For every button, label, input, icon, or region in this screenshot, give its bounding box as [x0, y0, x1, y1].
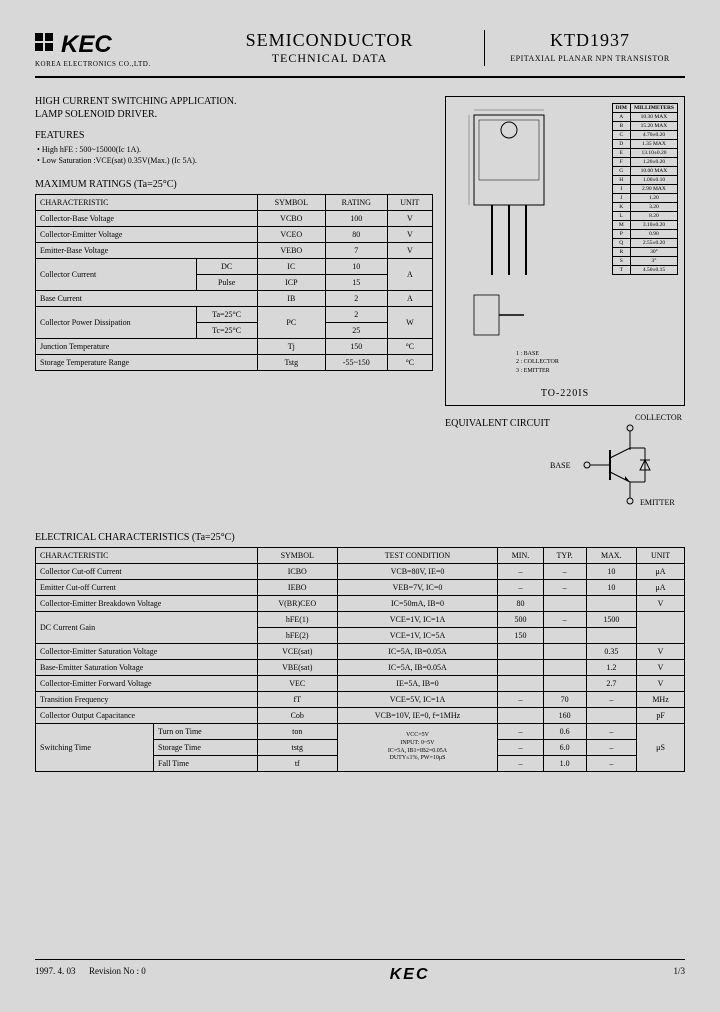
th-characteristic: CHARACTERISTIC: [36, 195, 258, 211]
package-box: DIMMILLIMETERS A10.30 MAXB15.20 MAXC4.70…: [445, 96, 685, 406]
doc-subtitle: TECHNICAL DATA: [185, 51, 474, 66]
th-rating: RATING: [325, 195, 387, 211]
dim-row: R30°: [612, 248, 677, 257]
dim-row: A10.30 MAX: [612, 113, 677, 122]
part-column: KTD1937 EPITAXIAL PLANAR NPN TRANSISTOR: [485, 30, 685, 63]
table-row: Storage Temperature Range Tstg -55~150 °…: [36, 355, 433, 371]
title-column: SEMICONDUCTOR TECHNICAL DATA: [175, 30, 485, 66]
dim-row: T4.50±0.15: [612, 266, 677, 275]
th-unit: UNIT: [387, 195, 432, 211]
dim-row: K3.20: [612, 203, 677, 212]
table-row: Collector-Emitter Saturation Voltage VCE…: [36, 644, 685, 660]
features-list: High hFE : 500~15000(Ic 1A). Low Saturat…: [35, 145, 433, 165]
dim-row: D1.35 MAX: [612, 140, 677, 149]
feature-item: High hFE : 500~15000(Ic 1A).: [37, 145, 433, 154]
dim-row: P0.90: [612, 230, 677, 239]
table-header-row: CHARACTERISTIC SYMBOL RATING UNIT: [36, 195, 433, 211]
switching-condition: VCC=5V INPUT: 0~5V IC=5A, IB1=IB2=0.05A …: [337, 724, 498, 772]
dim-row: M3.10±0.20: [612, 221, 677, 230]
dim-row: S3°: [612, 257, 677, 266]
right-column: DIMMILLIMETERS A10.30 MAXB15.20 MAXC4.70…: [445, 96, 685, 518]
doc-title: SEMICONDUCTOR: [185, 30, 474, 51]
dim-row: L8.20: [612, 212, 677, 221]
dim-row: H1.00±0.10: [612, 176, 677, 185]
dim-row: B15.20 MAX: [612, 122, 677, 131]
part-description: EPITAXIAL PLANAR NPN TRANSISTOR: [495, 54, 685, 63]
dim-row: J1.20: [612, 194, 677, 203]
dim-row: E13.10±0.20: [612, 149, 677, 158]
company-subtitle: KOREA ELECTRONICS CO.,LTD.: [35, 60, 175, 68]
dim-row: G10.00 MAX: [612, 167, 677, 176]
table-row: Emitter-Base Voltage VEBO 7 V: [36, 243, 433, 259]
table-row: Collector Power Dissipation Ta=25°C PC 2…: [36, 307, 433, 323]
left-column: HIGH CURRENT SWITCHING APPLICATION. LAMP…: [35, 96, 433, 518]
svg-text:BASE: BASE: [550, 461, 571, 470]
dim-row: C4.70±0.20: [612, 131, 677, 140]
kec-logo-icon: KEC: [35, 30, 145, 58]
table-row: Junction Temperature Tj 150 °C: [36, 339, 433, 355]
dim-row: F1.20±0.20: [612, 158, 677, 167]
equiv-circuit-icon: COLLECTOR BASE EMITTER: [545, 410, 685, 520]
footer-left: 1997. 4. 03 Revision No : 0: [35, 966, 146, 984]
svg-text:EMITTER: EMITTER: [640, 498, 675, 507]
table-row: Collector-Emitter Breakdown Voltage V(BR…: [36, 596, 685, 612]
application-line1: HIGH CURRENT SWITCHING APPLICATION.: [35, 96, 433, 107]
svg-text:COLLECTOR: COLLECTOR: [635, 413, 683, 422]
table-row: Collector Output Capacitance CobVCB=10V,…: [36, 708, 685, 724]
table-row: Collector-Emitter Forward Voltage VECIE=…: [36, 676, 685, 692]
package-drawing-icon: [454, 105, 584, 355]
max-ratings-title: MAXIMUM RATINGS (Ta=25°C): [35, 179, 433, 190]
equiv-title: EQUIVALENT CIRCUIT: [445, 418, 550, 429]
electrical-section: ELECTRICAL CHARACTERISTICS (Ta=25°C) CHA…: [35, 532, 685, 772]
dim-row: Q2.55±0.20: [612, 239, 677, 248]
table-row: Collector-Base Voltage VCBO 100 V: [36, 211, 433, 227]
features-title: FEATURES: [35, 130, 433, 141]
footer-page: 1/3: [673, 966, 685, 984]
electrical-table: CHARACTERISTIC SYMBOL TEST CONDITION MIN…: [35, 547, 685, 772]
table-row: DC Current Gain hFE(1)VCE=1V, IC=1A 500–…: [36, 612, 685, 628]
application-line2: LAMP SOLENOID DRIVER.: [35, 109, 433, 120]
table-row: Collector-Emitter Voltage VCEO 80 V: [36, 227, 433, 243]
body-row: HIGH CURRENT SWITCHING APPLICATION. LAMP…: [35, 96, 685, 518]
package-dimensions-table: DIMMILLIMETERS A10.30 MAXB15.20 MAXC4.70…: [612, 103, 678, 275]
table-header-row: CHARACTERISTIC SYMBOL TEST CONDITION MIN…: [36, 548, 685, 564]
footer-logo: KEC: [390, 966, 430, 984]
package-label: TO-220IS: [446, 388, 684, 399]
table-row: Base Current IB 2 A: [36, 291, 433, 307]
max-ratings-table: CHARACTERISTIC SYMBOL RATING UNIT Collec…: [35, 194, 433, 371]
feature-item: Low Saturation :VCE(sat) 0.35V(Max.) (Ic…: [37, 156, 433, 165]
table-row: Emitter Cut-off Current IEBOVEB=7V, IC=0…: [36, 580, 685, 596]
dim-row: I2.90 MAX: [612, 185, 677, 194]
table-row: Transition Frequency fTVCE=5V, IC=1A –70…: [36, 692, 685, 708]
logo-column: KEC KOREA ELECTRONICS CO.,LTD.: [35, 30, 175, 68]
elec-title: ELECTRICAL CHARACTERISTICS (Ta=25°C): [35, 532, 685, 543]
header: KEC KOREA ELECTRONICS CO.,LTD. SEMICONDU…: [35, 30, 685, 78]
table-row: Switching Time Turn on Time ton VCC=5V I…: [36, 724, 685, 740]
equivalent-circuit-block: EQUIVALENT CIRCUIT COLLECTOR BASE: [445, 418, 685, 518]
table-row: Collector Current DC IC 10 A: [36, 259, 433, 275]
footer: 1997. 4. 03 Revision No : 0 KEC 1/3: [35, 959, 685, 984]
table-row: Collector Cut-off Current ICBOVCB=80V, I…: [36, 564, 685, 580]
part-number: KTD1937: [495, 30, 685, 51]
pin-labels: 1 : BASE 2 : COLLECTOR 3 : EMITTER: [516, 350, 559, 375]
table-row: Base-Emitter Saturation Voltage VBE(sat)…: [36, 660, 685, 676]
th-symbol: SYMBOL: [257, 195, 325, 211]
svg-text:KEC: KEC: [61, 31, 112, 58]
